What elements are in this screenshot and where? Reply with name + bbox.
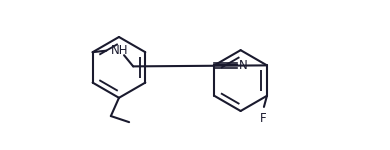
Text: N: N — [239, 59, 247, 72]
Text: F: F — [260, 112, 266, 125]
Text: NH: NH — [111, 44, 128, 57]
